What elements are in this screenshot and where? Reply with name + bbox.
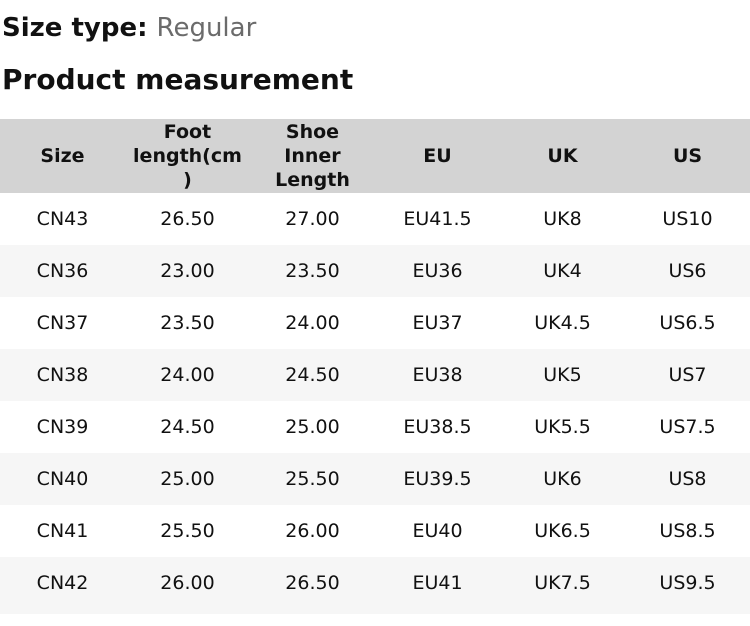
size-type-value: Regular: [156, 13, 257, 43]
size-chart-body: CN43 26.50 27.00 EU41.5 UK8 US10 CN36 23.00 23.5…: [0, 193, 750, 609]
table-row: CN36 23.00 23.50 EU36 UK4 US6: [0, 245, 750, 297]
table-cell-size: CN42: [0, 557, 125, 609]
product-measurement-title: Product measurement: [2, 63, 354, 96]
table-cell-eu: EU37: [375, 297, 500, 349]
column-header-eu: EU: [375, 119, 500, 193]
table-cell-foot-length: 23.50: [125, 297, 250, 349]
column-header-shoe-inner-length: Shoe Inner Length: [250, 119, 375, 193]
table-cell-shoe-inner-length: 23.50: [250, 245, 375, 297]
table-cell-uk: UK4.5: [500, 297, 625, 349]
table-cell-foot-length: 24.50: [125, 401, 250, 453]
table-cell-foot-length: 25.50: [125, 505, 250, 557]
table-cell-us: US9.5: [625, 557, 750, 609]
table-row: CN37 23.50 24.00 EU37 UK4.5 US6.5: [0, 297, 750, 349]
table-cell-size: CN38: [0, 349, 125, 401]
table-cell-size: CN36: [0, 245, 125, 297]
size-type-label: Size type:: [2, 13, 148, 43]
size-chart-header: Size Foot length(cm ) Shoe Inner Length EU U…: [0, 119, 750, 193]
table-row: CN43 26.50 27.00 EU41.5 UK8 US10: [0, 193, 750, 245]
table-cell-foot-length: 26.00: [125, 557, 250, 609]
table-cell-shoe-inner-length: 27.00: [250, 193, 375, 245]
table-cell-eu: EU38: [375, 349, 500, 401]
column-header-us: US: [625, 119, 750, 193]
table-cell-eu: EU40: [375, 505, 500, 557]
table-cell-us: US6: [625, 245, 750, 297]
table-cell-shoe-inner-length: 26.00: [250, 505, 375, 557]
column-header-foot-length: Foot length(cm ): [125, 119, 250, 193]
table-row: CN40 25.00 25.50 EU39.5 UK6 US8: [0, 453, 750, 505]
column-header-size: Size: [0, 119, 125, 193]
table-cell-foot-length: 23.00: [125, 245, 250, 297]
table-cell-foot-length: 25.00: [125, 453, 250, 505]
table-cell-shoe-inner-length: 25.00: [250, 401, 375, 453]
table-cell-us: US10: [625, 193, 750, 245]
table-cell-shoe-inner-length: 26.50: [250, 557, 375, 609]
table-cell-us: US7.5: [625, 401, 750, 453]
table-cell-us: US8: [625, 453, 750, 505]
table-cell-shoe-inner-length: 24.00: [250, 297, 375, 349]
table-row: CN38 24.00 24.50 EU38 UK5 US7: [0, 349, 750, 401]
table-cell-uk: UK6.5: [500, 505, 625, 557]
table-cell-eu: EU39.5: [375, 453, 500, 505]
table-row: CN39 24.50 25.00 EU38.5 UK5.5 US7.5: [0, 401, 750, 453]
table-cell-uk: UK6: [500, 453, 625, 505]
cropped-row-remainder: [0, 609, 750, 614]
table-cell-uk: UK7.5: [500, 557, 625, 609]
size-chart-table: Size Foot length(cm ) Shoe Inner Length EU U…: [0, 119, 750, 609]
table-cell-foot-length: 26.50: [125, 193, 250, 245]
table-cell-uk: UK5: [500, 349, 625, 401]
table-cell-us: US8.5: [625, 505, 750, 557]
table-cell-eu: EU38.5: [375, 401, 500, 453]
table-cell-us: US6.5: [625, 297, 750, 349]
table-row: CN41 25.50 26.00 EU40 UK6.5 US8.5: [0, 505, 750, 557]
table-cell-size: CN40: [0, 453, 125, 505]
table-cell-size: CN39: [0, 401, 125, 453]
table-cell-shoe-inner-length: 24.50: [250, 349, 375, 401]
table-cell-size: CN41: [0, 505, 125, 557]
column-header-uk: UK: [500, 119, 625, 193]
table-cell-us: US7: [625, 349, 750, 401]
table-cell-uk: UK4: [500, 245, 625, 297]
size-type-line: Size type: Regular: [2, 12, 750, 44]
table-cell-size: CN43: [0, 193, 125, 245]
table-cell-foot-length: 24.00: [125, 349, 250, 401]
table-cell-shoe-inner-length: 25.50: [250, 453, 375, 505]
table-cell-size: CN37: [0, 297, 125, 349]
table-cell-eu: EU41: [375, 557, 500, 609]
table-cell-uk: UK8: [500, 193, 625, 245]
table-row: CN42 26.00 26.50 EU41 UK7.5 US9.5: [0, 557, 750, 609]
table-cell-eu: EU41.5: [375, 193, 500, 245]
header-row: Size Foot length(cm ) Shoe Inner Length EU U…: [0, 119, 750, 193]
table-cell-uk: UK5.5: [500, 401, 625, 453]
table-cell-eu: EU36: [375, 245, 500, 297]
